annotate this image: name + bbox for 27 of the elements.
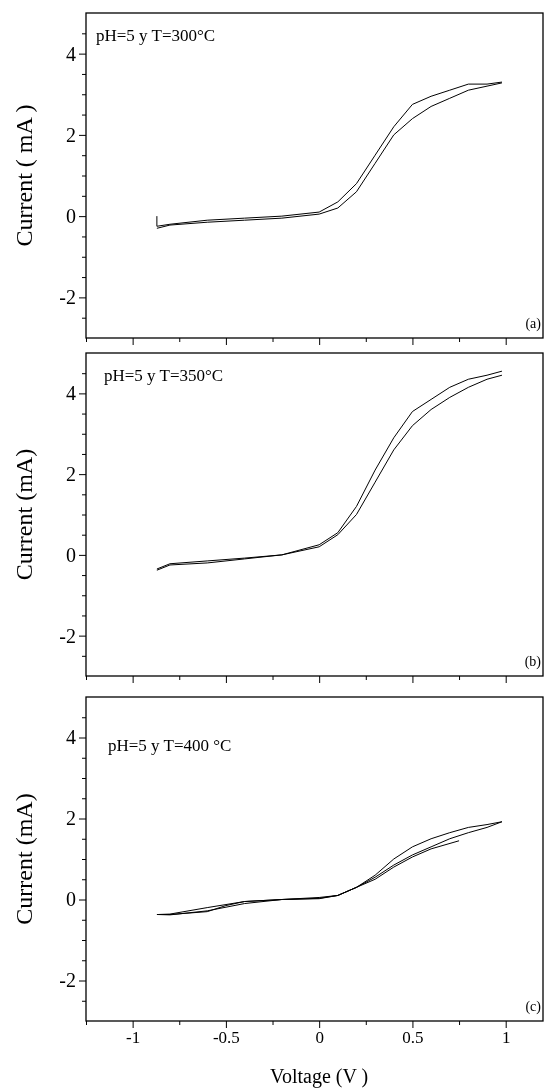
annotation: (a) (525, 316, 542, 332)
y-axis-title: Current (mA) (11, 793, 37, 925)
y-tick-label: 4 (66, 382, 76, 405)
y-tick-label: 4 (66, 42, 76, 65)
y-tick-label: 0 (66, 543, 76, 566)
y-tick-label: 2 (66, 463, 76, 486)
annotation: (c) (525, 999, 542, 1015)
y-tick-label: 0 (66, 205, 76, 228)
annotation: pH=5 y T=300°C (96, 26, 216, 45)
x-tick-label: 1 (501, 1027, 511, 1047)
x-tick-label: -1 (126, 1027, 141, 1047)
y-axis-title: Current ( mA ) (11, 104, 37, 247)
x-tick-label: -0.5 (212, 1027, 240, 1047)
y-tick-label: 2 (66, 807, 76, 830)
x-axis-title: Voltage (V ) (270, 1065, 369, 1088)
annotation: pH=5 y T=400 °C (108, 736, 232, 755)
y-tick-label: 4 (66, 726, 76, 749)
y-tick-label: 0 (66, 888, 76, 911)
annotation: pH=5 y T=350°C (104, 366, 224, 385)
y-tick-label: -2 (59, 286, 76, 309)
y-axis-title: Current (mA) (11, 448, 37, 581)
x-tick-label: 0.5 (402, 1027, 424, 1047)
y-tick-label: -2 (59, 624, 76, 647)
x-tick-label: 0 (315, 1027, 324, 1047)
y-tick-label: 2 (66, 123, 76, 146)
annotation: (b) (524, 654, 542, 670)
y-tick-label: -2 (59, 969, 76, 992)
